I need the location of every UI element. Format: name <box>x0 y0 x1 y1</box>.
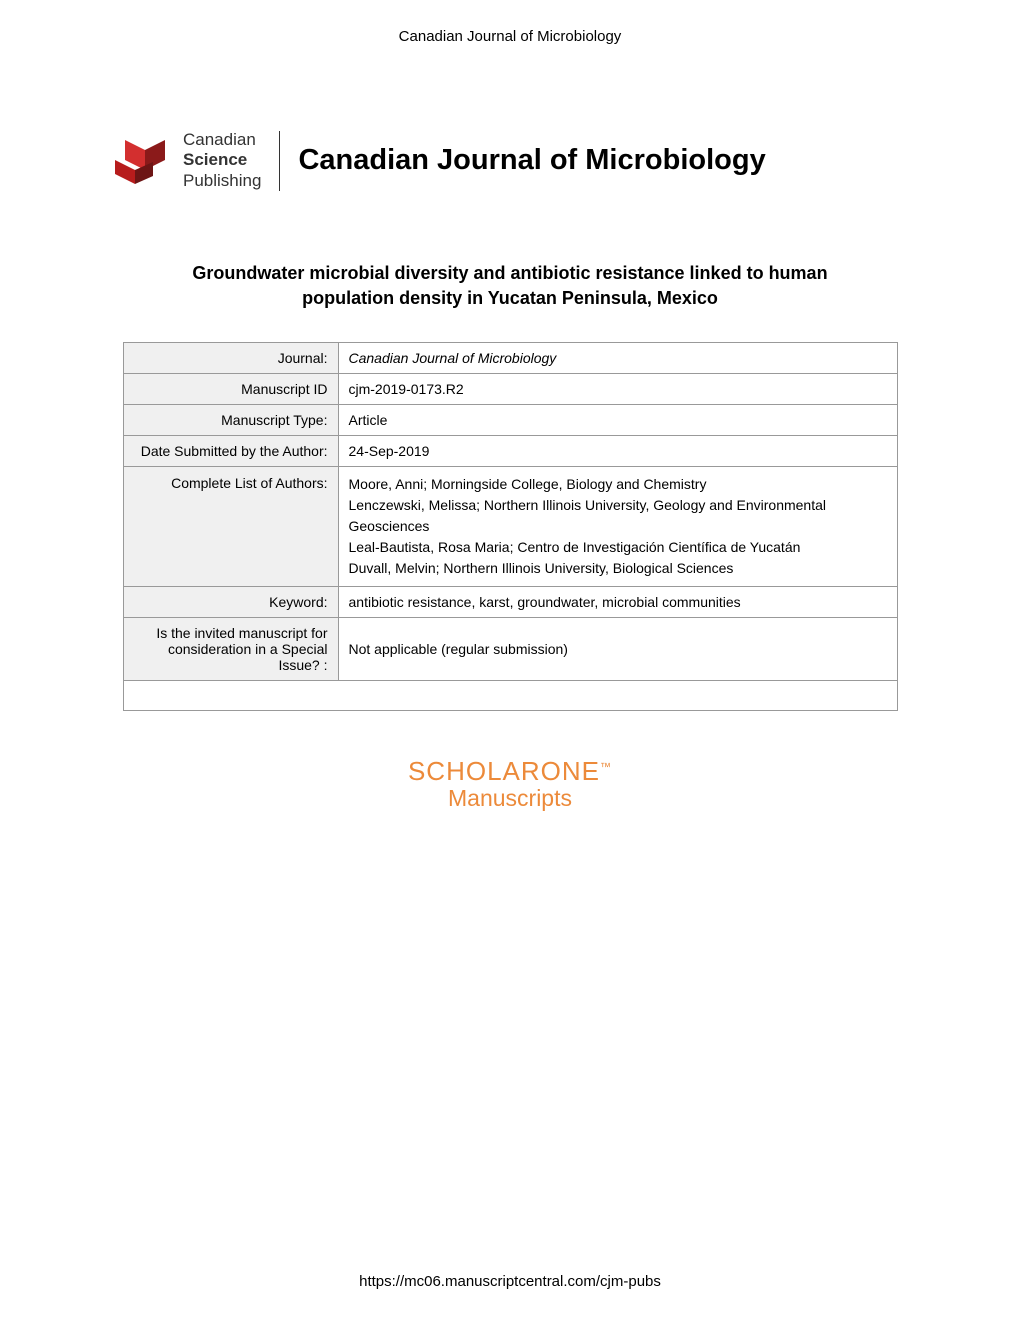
date-label: Date Submitted by the Author: <box>123 435 338 466</box>
table-row: Manuscript Type: Article <box>123 404 897 435</box>
manuscript-type-value: Article <box>338 404 897 435</box>
journal-label: Journal: <box>123 342 338 373</box>
special-issue-value: Not applicable (regular submission) <box>338 617 897 680</box>
page-header: Canadian Journal of Microbiology <box>0 0 1020 45</box>
metadata-table: Journal: Canadian Journal of Microbiolog… <box>123 342 898 711</box>
table-row: Date Submitted by the Author: 24-Sep-201… <box>123 435 897 466</box>
table-row: Keyword: antibiotic resistance, karst, g… <box>123 586 897 617</box>
keyword-value: antibiotic resistance, karst, groundwate… <box>338 586 897 617</box>
publisher-logo: Canadian Science Publishing <box>115 130 261 191</box>
publisher-line3: Publishing <box>183 171 261 191</box>
logo-section: Canadian Science Publishing Canadian Jou… <box>115 130 1020 191</box>
keyword-label: Keyword: <box>123 586 338 617</box>
empty-cell <box>123 680 897 710</box>
authors-label: Complete List of Authors: <box>123 466 338 586</box>
scholarone-one: ONE <box>541 756 600 786</box>
scholarone-subtitle: Manuscripts <box>0 785 1020 812</box>
journal-value: Canadian Journal of Microbiology <box>338 342 897 373</box>
authors-value: Moore, Anni; Morningside College, Biolog… <box>338 466 897 586</box>
special-issue-label: Is the invited manuscript for considerat… <box>123 617 338 680</box>
journal-title-logo: Canadian Journal of Microbiology <box>298 144 765 177</box>
scholarone-text: SCHOLAR <box>408 756 541 786</box>
table-empty-row <box>123 680 897 710</box>
table-row: Is the invited manuscript for considerat… <box>123 617 897 680</box>
table-row: Manuscript ID cjm-2019-0173.R2 <box>123 373 897 404</box>
csp-logo-icon <box>115 132 175 190</box>
logo-divider <box>279 131 280 191</box>
table-row: Complete List of Authors: Moore, Anni; M… <box>123 466 897 586</box>
manuscript-id-label: Manuscript ID <box>123 373 338 404</box>
article-title: Groundwater microbial diversity and anti… <box>160 261 860 311</box>
footer-url: https://mc06.manuscriptcentral.com/cjm-p… <box>0 1273 1020 1290</box>
scholarone-brand: SCHOLARONE™ <box>0 756 1020 787</box>
publisher-name: Canadian Science Publishing <box>183 130 261 191</box>
date-value: 24-Sep-2019 <box>338 435 897 466</box>
manuscript-type-label: Manuscript Type: <box>123 404 338 435</box>
publisher-line1: Canadian <box>183 130 261 150</box>
manuscript-id-value: cjm-2019-0173.R2 <box>338 373 897 404</box>
publisher-line2: Science <box>183 150 261 170</box>
trademark-icon: ™ <box>600 761 612 773</box>
table-row: Journal: Canadian Journal of Microbiolog… <box>123 342 897 373</box>
scholarone-logo: SCHOLARONE™ Manuscripts <box>0 756 1020 812</box>
